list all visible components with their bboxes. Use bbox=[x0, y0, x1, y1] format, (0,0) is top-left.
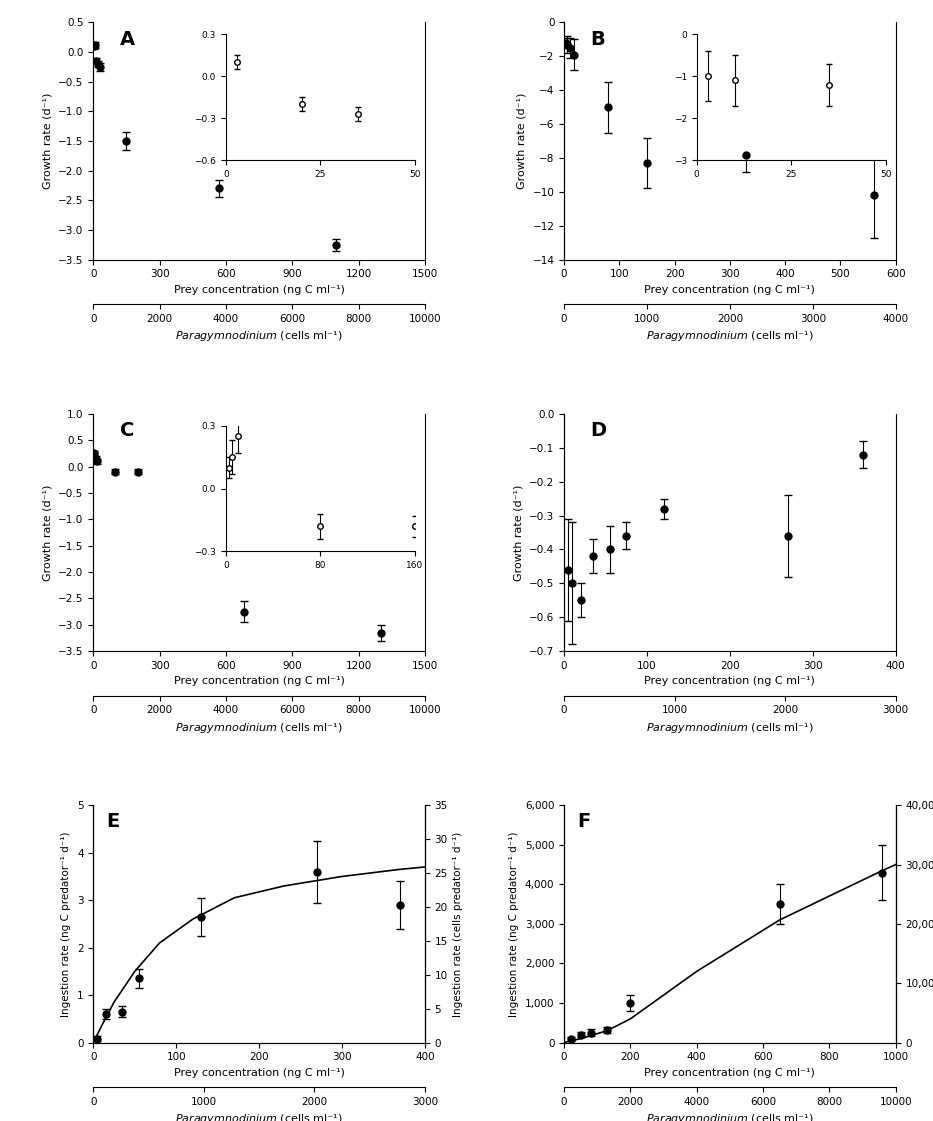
Y-axis label: Growth rate (d⁻¹): Growth rate (d⁻¹) bbox=[513, 484, 523, 581]
X-axis label: $\it{Paragymnodinium}$ (cells ml⁻¹): $\it{Paragymnodinium}$ (cells ml⁻¹) bbox=[647, 1112, 814, 1121]
X-axis label: $\it{Paragymnodinium}$ (cells ml⁻¹): $\it{Paragymnodinium}$ (cells ml⁻¹) bbox=[175, 1112, 342, 1121]
Text: B: B bbox=[591, 29, 606, 48]
X-axis label: Prey concentration (ng C ml⁻¹): Prey concentration (ng C ml⁻¹) bbox=[174, 285, 344, 295]
X-axis label: $\it{Paragymnodinium}$ (cells ml⁻¹): $\it{Paragymnodinium}$ (cells ml⁻¹) bbox=[175, 330, 342, 343]
Text: C: C bbox=[119, 421, 134, 439]
X-axis label: Prey concentration (ng C ml⁻¹): Prey concentration (ng C ml⁻¹) bbox=[174, 676, 344, 686]
X-axis label: Prey concentration (ng C ml⁻¹): Prey concentration (ng C ml⁻¹) bbox=[645, 1068, 815, 1077]
Text: A: A bbox=[119, 29, 135, 48]
Y-axis label: Growth rate (d⁻¹): Growth rate (d⁻¹) bbox=[43, 93, 52, 189]
X-axis label: Prey concentration (ng C ml⁻¹): Prey concentration (ng C ml⁻¹) bbox=[645, 676, 815, 686]
Y-axis label: Growth rate (d⁻¹): Growth rate (d⁻¹) bbox=[517, 93, 527, 189]
X-axis label: Prey concentration (ng C ml⁻¹): Prey concentration (ng C ml⁻¹) bbox=[645, 285, 815, 295]
Text: D: D bbox=[591, 421, 606, 439]
Text: F: F bbox=[578, 813, 591, 832]
Y-axis label: Ingestion rate (ng C predator⁻¹ d⁻¹): Ingestion rate (ng C predator⁻¹ d⁻¹) bbox=[62, 831, 72, 1017]
X-axis label: Prey concentration (ng C ml⁻¹): Prey concentration (ng C ml⁻¹) bbox=[174, 1068, 344, 1077]
Y-axis label: Ingestion rate (cells predator⁻¹ d⁻¹): Ingestion rate (cells predator⁻¹ d⁻¹) bbox=[453, 832, 464, 1017]
Y-axis label: Ingestion rate (ng C predator⁻¹ d⁻¹): Ingestion rate (ng C predator⁻¹ d⁻¹) bbox=[509, 831, 520, 1017]
X-axis label: $\it{Paragymnodinium}$ (cells ml⁻¹): $\it{Paragymnodinium}$ (cells ml⁻¹) bbox=[647, 330, 814, 343]
X-axis label: $\it{Paragymnodinium}$ (cells ml⁻¹): $\it{Paragymnodinium}$ (cells ml⁻¹) bbox=[647, 721, 814, 734]
Y-axis label: Growth rate (d⁻¹): Growth rate (d⁻¹) bbox=[43, 484, 52, 581]
Text: E: E bbox=[106, 813, 119, 832]
X-axis label: $\it{Paragymnodinium}$ (cells ml⁻¹): $\it{Paragymnodinium}$ (cells ml⁻¹) bbox=[175, 721, 342, 734]
